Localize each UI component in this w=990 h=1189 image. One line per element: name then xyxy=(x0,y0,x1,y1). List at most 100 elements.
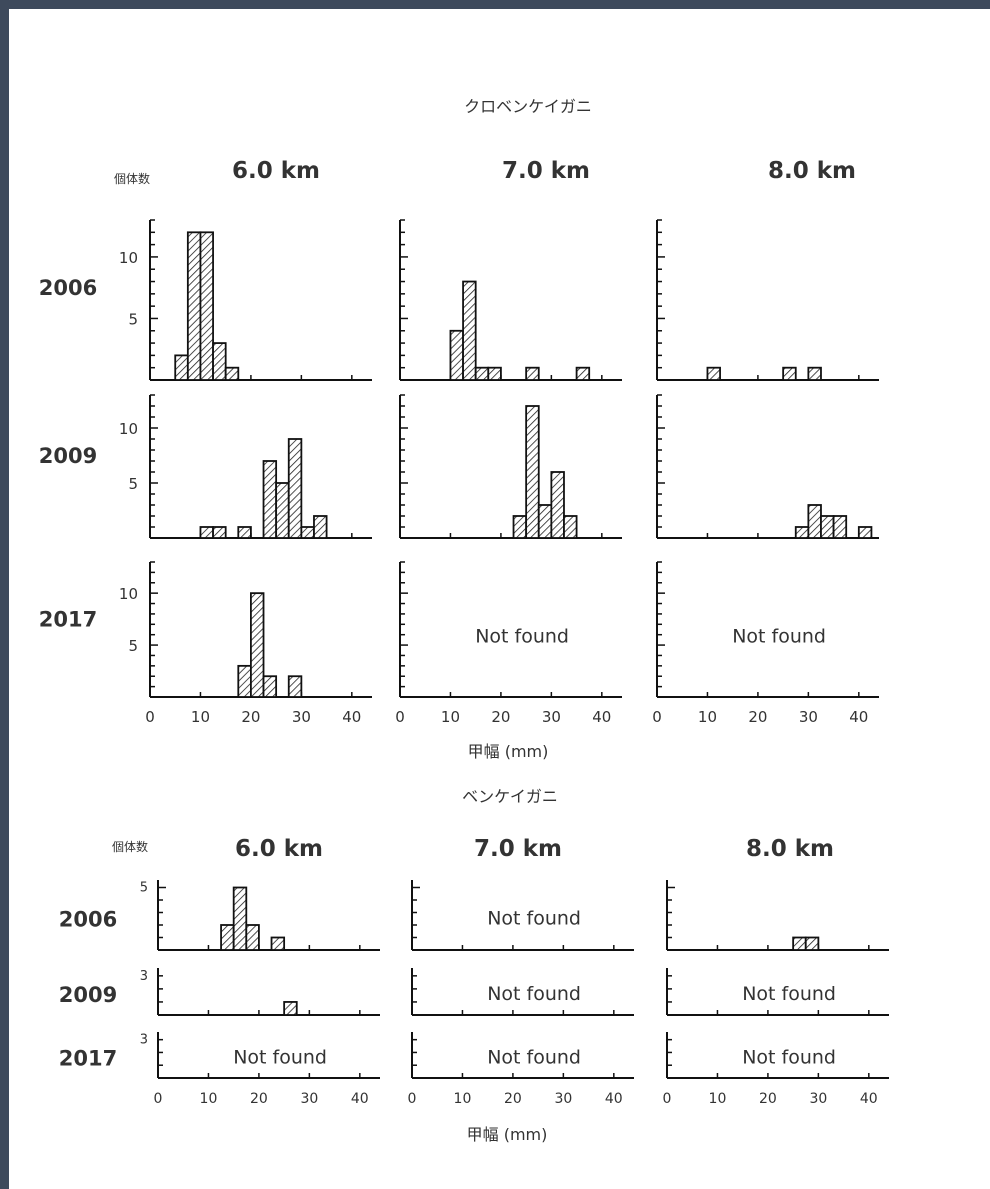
histogram-bar xyxy=(792,936,807,951)
x-tick-label: 30 xyxy=(300,1091,318,1107)
histogram-bar xyxy=(832,515,848,539)
histogram-bar xyxy=(212,342,227,381)
x-tick-label: 40 xyxy=(860,1091,878,1107)
histogram-bar xyxy=(794,526,810,539)
x-axis-label: 甲幅 (mm) xyxy=(467,1125,548,1144)
x-tick-label: 10 xyxy=(698,708,717,726)
x-tick-label: 20 xyxy=(491,708,510,726)
histogram-bar xyxy=(807,366,822,381)
row-label: 2009 xyxy=(39,444,97,468)
histogram-bar xyxy=(224,366,240,381)
histogram-bar xyxy=(525,366,540,381)
x-tick-label: 10 xyxy=(191,708,210,726)
x-tick-label: 20 xyxy=(250,1091,268,1107)
y-tick-label: 10 xyxy=(119,585,138,603)
y-tick-label: 3 xyxy=(140,1033,148,1048)
y-tick-label: 5 xyxy=(140,881,148,896)
x-tick-label: 10 xyxy=(709,1091,727,1107)
not-found-label: Not found xyxy=(732,625,826,647)
row-label: 2017 xyxy=(39,608,97,632)
x-tick-label: 20 xyxy=(504,1091,522,1107)
x-tick-label: 40 xyxy=(849,708,868,726)
x-tick-label: 30 xyxy=(809,1091,827,1107)
x-tick-label: 40 xyxy=(342,708,361,726)
histogram-bar xyxy=(212,526,227,539)
histogram-bar xyxy=(550,471,565,539)
histogram-bar xyxy=(220,924,235,951)
histogram-bar xyxy=(807,504,822,539)
histogram-bar xyxy=(237,664,252,698)
y-tick-label: 3 xyxy=(140,969,148,984)
x-tick-label: 40 xyxy=(351,1091,369,1107)
row-label: 2006 xyxy=(39,276,97,300)
histogram-bar xyxy=(275,482,290,539)
row-label: 2017 xyxy=(59,1046,117,1070)
histogram-bar xyxy=(262,675,278,698)
x-tick-label: 10 xyxy=(200,1091,218,1107)
histogram-bar xyxy=(782,366,797,381)
section-title: ベンケイガニ xyxy=(462,787,558,806)
not-found-label: Not found xyxy=(233,1046,327,1068)
histogram-bar xyxy=(537,504,553,539)
x-tick-label: 40 xyxy=(605,1091,623,1107)
histogram-bar xyxy=(512,515,528,539)
section-title: クロベンケイガニ xyxy=(464,97,592,116)
histogram-bar xyxy=(245,924,260,951)
x-tick-label: 0 xyxy=(154,1091,163,1107)
not-found-label: Not found xyxy=(742,983,836,1005)
histogram-bar xyxy=(857,526,873,539)
x-tick-label: 20 xyxy=(748,708,767,726)
histogram-bar xyxy=(232,886,248,951)
x-tick-label: 10 xyxy=(454,1091,472,1107)
histogram-bar xyxy=(287,438,303,539)
x-tick-label: 40 xyxy=(592,708,611,726)
x-tick-label: 0 xyxy=(145,708,155,726)
x-tick-label: 10 xyxy=(441,708,460,726)
histogram-bar xyxy=(199,526,214,539)
not-found-label: Not found xyxy=(487,983,581,1005)
histogram-bar xyxy=(449,329,464,381)
histogram-bar xyxy=(262,460,278,539)
not-found-label: Not found xyxy=(475,625,569,647)
x-tick-label: 20 xyxy=(759,1091,777,1107)
histogram-bar xyxy=(804,936,820,951)
histogram-bar xyxy=(287,675,303,698)
y-tick-label: 5 xyxy=(128,310,138,328)
histogram-bar xyxy=(706,366,721,381)
row-label: 2006 xyxy=(59,908,117,932)
column-header: 8.0 km xyxy=(768,158,856,184)
histogram-bar xyxy=(250,592,265,698)
x-tick-label: 0 xyxy=(652,708,662,726)
histogram-bar xyxy=(313,515,328,539)
not-found-label: Not found xyxy=(742,1046,836,1068)
column-header: 7.0 km xyxy=(474,836,562,862)
y-tick-label: 5 xyxy=(128,475,138,493)
x-axis-label: 甲幅 (mm) xyxy=(468,742,549,761)
x-tick-label: 0 xyxy=(395,708,405,726)
y-tick-label: 10 xyxy=(119,420,138,438)
histogram-bar xyxy=(186,231,202,381)
histogram-bar xyxy=(199,231,214,381)
histogram-bar xyxy=(174,354,189,381)
x-tick-label: 30 xyxy=(292,708,311,726)
column-header: 7.0 km xyxy=(502,158,590,184)
histogram-bar xyxy=(474,366,490,381)
row-label: 2009 xyxy=(59,983,117,1007)
x-tick-label: 0 xyxy=(663,1091,672,1107)
histogram-bar xyxy=(462,280,477,381)
y-axis-label: 個体数 xyxy=(114,171,150,186)
histogram-bar xyxy=(487,366,502,381)
y-axis-label: 個体数 xyxy=(112,839,148,854)
histogram-bar xyxy=(575,366,591,381)
not-found-label: Not found xyxy=(487,1046,581,1068)
histogram-bar xyxy=(525,405,540,539)
histogram-bar xyxy=(300,526,315,539)
column-header: 6.0 km xyxy=(232,158,320,184)
histogram-bar xyxy=(237,526,252,539)
histogram-bar xyxy=(270,936,286,951)
column-header: 8.0 km xyxy=(746,836,834,862)
x-tick-label: 0 xyxy=(408,1091,417,1107)
x-tick-label: 30 xyxy=(799,708,818,726)
column-header: 6.0 km xyxy=(235,836,323,862)
